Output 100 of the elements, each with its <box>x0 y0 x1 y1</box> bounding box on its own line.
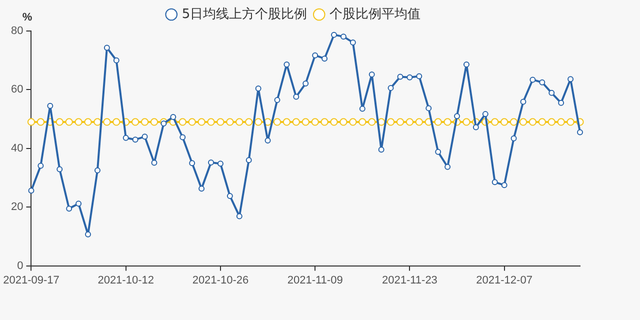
point <box>254 118 262 126</box>
point <box>454 113 460 120</box>
point <box>112 118 120 126</box>
point <box>331 32 337 38</box>
point <box>76 200 82 207</box>
y-axis-title: % <box>22 12 32 24</box>
point <box>47 102 54 109</box>
y-tick-label: 60 <box>10 84 24 96</box>
point <box>151 160 158 166</box>
legend-label: 5日均线上方个股比例 <box>182 6 308 22</box>
point <box>282 118 290 126</box>
x-tick-label: 2021-12-07 <box>476 274 532 286</box>
point <box>94 167 100 174</box>
point <box>558 100 564 106</box>
point <box>292 118 300 126</box>
point <box>198 186 205 192</box>
point <box>312 52 318 58</box>
point <box>293 94 300 100</box>
point <box>463 61 470 68</box>
point <box>444 164 451 170</box>
point <box>104 44 110 51</box>
point <box>140 118 149 126</box>
point <box>528 118 536 126</box>
point <box>113 57 120 64</box>
point <box>216 118 224 126</box>
point <box>416 73 422 80</box>
point <box>302 118 310 126</box>
point <box>500 118 508 126</box>
point <box>274 96 280 103</box>
point <box>415 118 423 126</box>
y-tick-label: 0 <box>17 260 24 272</box>
point <box>311 118 319 126</box>
point <box>444 118 452 126</box>
point <box>85 231 92 238</box>
point <box>180 134 186 140</box>
point <box>74 118 82 126</box>
x-tick-label: 2021-09-17 <box>3 274 60 286</box>
point <box>539 79 546 86</box>
y-tick-label: 80 <box>10 25 24 38</box>
point <box>501 182 508 188</box>
point <box>56 166 63 172</box>
point <box>255 86 262 92</box>
point <box>396 118 404 126</box>
point <box>36 118 44 126</box>
point <box>368 71 375 78</box>
x-tick-label: 2021-11-23 <box>382 274 438 286</box>
point <box>491 118 499 126</box>
point <box>340 118 348 126</box>
point <box>519 118 528 126</box>
point <box>178 118 186 126</box>
point <box>378 146 384 153</box>
point <box>56 118 64 126</box>
x-tick-label: 2021-11-09 <box>287 274 343 286</box>
point <box>577 129 583 136</box>
point <box>217 160 224 167</box>
point <box>548 90 555 96</box>
point <box>557 118 565 126</box>
x-tick-label: 2021-10-26 <box>192 274 249 286</box>
y-tick-label: 40 <box>10 142 24 154</box>
point <box>226 192 233 199</box>
point <box>530 76 536 83</box>
point <box>330 118 338 126</box>
point <box>84 118 92 126</box>
point <box>27 118 36 126</box>
point <box>38 162 44 169</box>
point <box>142 134 148 140</box>
point <box>406 118 414 126</box>
point <box>434 118 442 126</box>
point <box>245 118 253 126</box>
point <box>568 76 574 82</box>
point <box>368 118 376 126</box>
y-tick-label: 20 <box>10 201 24 214</box>
point <box>66 206 72 212</box>
point <box>426 105 432 112</box>
point <box>208 159 214 166</box>
point <box>170 114 176 120</box>
point <box>435 148 442 155</box>
point <box>150 118 158 126</box>
point <box>388 84 394 91</box>
point <box>65 118 73 126</box>
point <box>510 135 517 142</box>
point <box>94 118 102 126</box>
point <box>207 118 215 126</box>
point <box>538 118 546 126</box>
point <box>188 118 196 126</box>
point <box>302 80 309 87</box>
legend-label: 个股比例平均值 <box>330 6 421 22</box>
point <box>472 124 479 130</box>
point <box>406 74 413 80</box>
point <box>284 61 290 68</box>
point <box>566 118 574 126</box>
point <box>246 157 252 164</box>
point <box>482 111 488 118</box>
point <box>340 34 346 40</box>
point <box>548 118 556 126</box>
point <box>236 118 244 126</box>
x-tick-label: 2021-10-12 <box>98 274 154 286</box>
point <box>492 179 498 186</box>
point <box>198 118 206 126</box>
point <box>510 118 518 126</box>
